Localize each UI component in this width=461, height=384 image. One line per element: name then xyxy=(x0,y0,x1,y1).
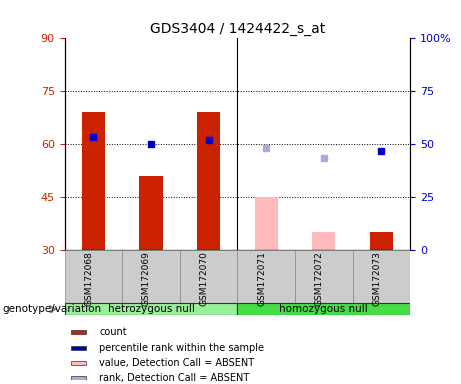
Bar xyxy=(313,232,336,250)
Bar xyxy=(71,330,86,334)
Bar xyxy=(237,250,295,303)
Text: percentile rank within the sample: percentile rank within the sample xyxy=(99,343,264,353)
Text: genotype/variation: genotype/variation xyxy=(2,304,101,314)
Title: GDS3404 / 1424422_s_at: GDS3404 / 1424422_s_at xyxy=(150,22,325,36)
Text: GSM172068: GSM172068 xyxy=(84,251,93,306)
Text: rank, Detection Call = ABSENT: rank, Detection Call = ABSENT xyxy=(99,373,249,383)
Text: hetrozygous null: hetrozygous null xyxy=(107,304,195,314)
Bar xyxy=(370,232,393,250)
Bar xyxy=(71,361,86,365)
Bar xyxy=(237,303,410,315)
Text: homozygous null: homozygous null xyxy=(279,304,368,314)
Text: count: count xyxy=(99,327,127,337)
Bar xyxy=(353,250,410,303)
Bar xyxy=(295,250,353,303)
Bar xyxy=(122,250,180,303)
Bar xyxy=(197,113,220,250)
Text: GSM172069: GSM172069 xyxy=(142,251,151,306)
Text: GSM172072: GSM172072 xyxy=(315,251,324,306)
Bar xyxy=(140,176,163,250)
Bar xyxy=(65,250,122,303)
Bar xyxy=(71,376,86,380)
Text: GSM172073: GSM172073 xyxy=(372,251,382,306)
Bar xyxy=(82,113,105,250)
Bar xyxy=(254,197,278,250)
Bar xyxy=(180,250,237,303)
Bar xyxy=(71,346,86,350)
Bar xyxy=(65,303,237,315)
Text: GSM172070: GSM172070 xyxy=(200,251,208,306)
Text: GSM172071: GSM172071 xyxy=(257,251,266,306)
Text: value, Detection Call = ABSENT: value, Detection Call = ABSENT xyxy=(99,358,254,368)
